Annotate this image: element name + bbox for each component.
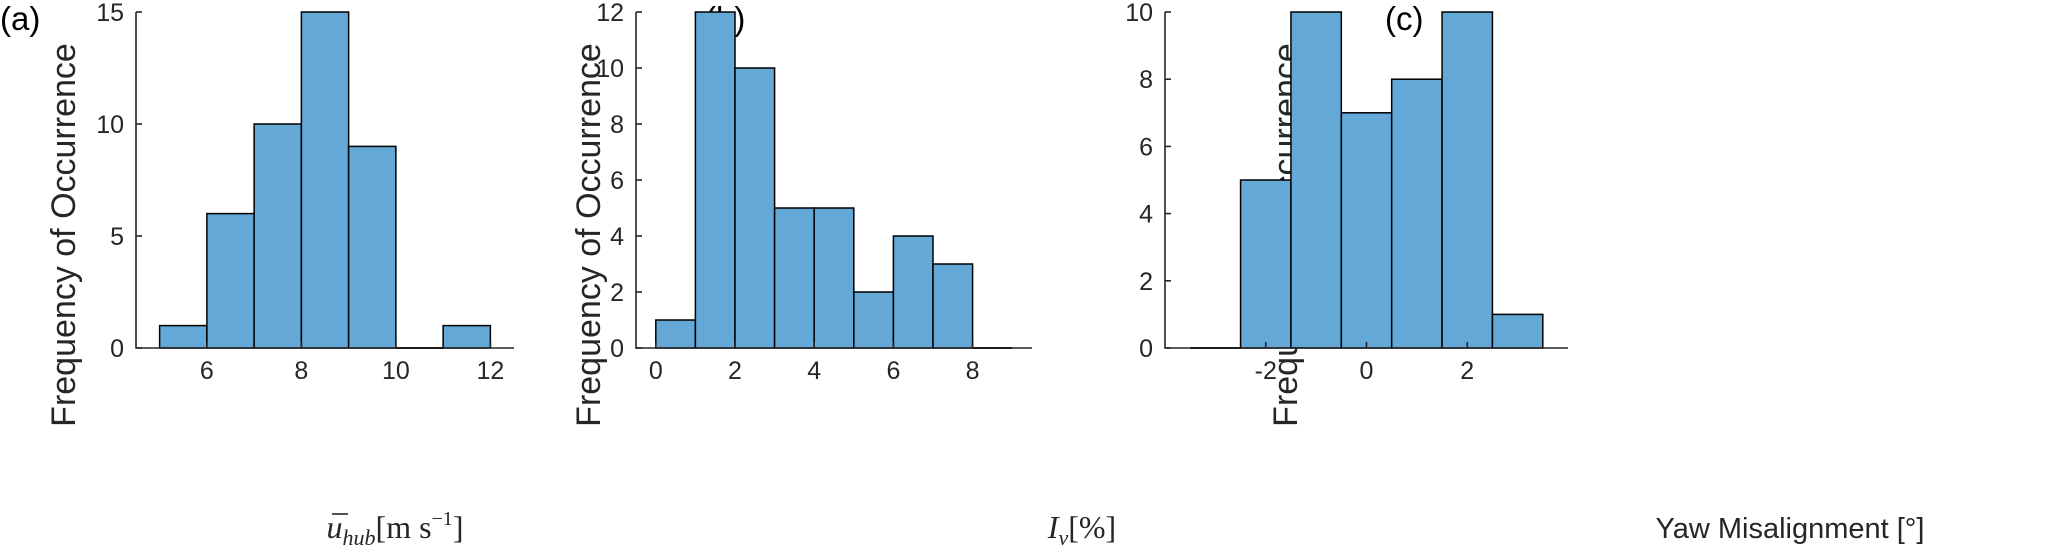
bar-a-2 bbox=[253, 123, 303, 349]
bar-b-0 bbox=[655, 319, 697, 349]
bar-c-1 bbox=[1239, 179, 1292, 349]
bar-a-4 bbox=[347, 145, 397, 349]
panel-b: (b) Frequency of Occurrence 024681012024… bbox=[570, 0, 1116, 550]
plot-a: 0 5 10 15 6 8 10 12 bbox=[96, 0, 514, 385]
panel-c: (c) Frequency of Occurrence 0246810-202 … bbox=[1125, 0, 1924, 545]
ytick-label-a-2: 10 bbox=[96, 111, 124, 139]
bar-b-1 bbox=[694, 11, 736, 349]
panel-a: (a) Frequency of Occurrence 0 5 10 15 6 8 10 12… bbox=[0, 0, 514, 550]
bar-c-4 bbox=[1390, 78, 1443, 349]
bar-a-0 bbox=[158, 324, 208, 349]
xtick-label-c-0: -2 bbox=[1255, 357, 1277, 385]
xtick-label-a-2: 10 bbox=[382, 357, 410, 385]
xlabel-b: Iv[%] bbox=[1047, 509, 1116, 550]
xlabel-b-main: I bbox=[1047, 509, 1060, 545]
bar-b-2 bbox=[734, 67, 776, 349]
ytick-label-c-0: 0 bbox=[1139, 335, 1153, 363]
plot-b: 0 2 4 6 8 10 12 0 2 4 6 8 bbox=[596, 0, 1032, 385]
ytick-label-a-0: 0 bbox=[110, 335, 124, 363]
xtick-label-b-0: 0 bbox=[649, 357, 663, 385]
bar-b-4 bbox=[813, 207, 855, 349]
bar-b-3 bbox=[773, 207, 815, 349]
xlabel-c: Yaw Misalignment [°] bbox=[1656, 513, 1925, 545]
xtick-label-b-2: 4 bbox=[807, 357, 821, 385]
xtick-label-a-0: 6 bbox=[200, 357, 214, 385]
ytick-label-b-5: 10 bbox=[596, 55, 624, 83]
bar-c-2 bbox=[1290, 11, 1343, 349]
ytick-label-c-5: 10 bbox=[1125, 0, 1153, 27]
xlabel-b-sub: v bbox=[1058, 525, 1068, 550]
bar-c-5 bbox=[1441, 11, 1494, 349]
xlabel-b-bracket: [%] bbox=[1068, 509, 1116, 545]
ytick-label-b-6: 12 bbox=[596, 0, 624, 27]
ytick-label-c-2: 4 bbox=[1139, 201, 1153, 229]
xtick-label-a-1: 8 bbox=[294, 357, 308, 385]
ytick-label-b-0: 0 bbox=[610, 335, 624, 363]
ylabel-a: Frequency of Occurrence bbox=[45, 43, 83, 427]
bar-a-1 bbox=[206, 212, 255, 349]
bar-a-6 bbox=[442, 324, 492, 349]
ytick-label-b-2: 4 bbox=[610, 223, 624, 251]
xtick-label-b-4: 8 bbox=[966, 357, 980, 385]
ytick-label-a-1: 5 bbox=[110, 223, 124, 251]
xtick-label-b-3: 6 bbox=[886, 357, 900, 385]
ylabel-b: Frequency of Occurrence bbox=[570, 43, 608, 427]
ytick-label-b-4: 8 bbox=[610, 111, 624, 139]
xlabel-a-main: u bbox=[327, 509, 343, 545]
xtick-label-c-2: 2 bbox=[1460, 357, 1474, 385]
xlabel-a: uhub[m s−1] bbox=[327, 508, 464, 550]
ytick-label-c-4: 8 bbox=[1139, 66, 1153, 94]
panel-label-c: (c) bbox=[1385, 0, 1423, 37]
bar-c-6 bbox=[1491, 313, 1544, 349]
ytick-label-c-3: 6 bbox=[1139, 133, 1153, 161]
xlabel-a-sup: −1 bbox=[432, 508, 453, 530]
bar-b-5 bbox=[853, 291, 895, 349]
panel-label-a: (a) bbox=[0, 0, 40, 37]
xtick-label-b-1: 2 bbox=[728, 357, 742, 385]
ytick-label-b-3: 6 bbox=[610, 167, 624, 195]
xtick-label-a-3: 12 bbox=[476, 357, 504, 385]
xtick-label-c-1: 0 bbox=[1360, 357, 1374, 385]
plot-c: 0 2 4 6 8 10 -2 0 2 bbox=[1125, 0, 1568, 385]
xlabel-a-bracket: [m s bbox=[376, 509, 432, 545]
bar-c-3 bbox=[1340, 112, 1393, 349]
bar-a-3 bbox=[300, 11, 350, 349]
xlabel-a-close: ] bbox=[453, 509, 464, 545]
ytick-label-a-3: 15 bbox=[96, 0, 124, 27]
bar-b-6 bbox=[892, 235, 934, 349]
ytick-label-b-1: 2 bbox=[610, 279, 624, 307]
ytick-label-c-1: 2 bbox=[1139, 268, 1153, 296]
xlabel-a-sub: hub bbox=[343, 525, 376, 550]
bar-b-7 bbox=[932, 263, 974, 349]
